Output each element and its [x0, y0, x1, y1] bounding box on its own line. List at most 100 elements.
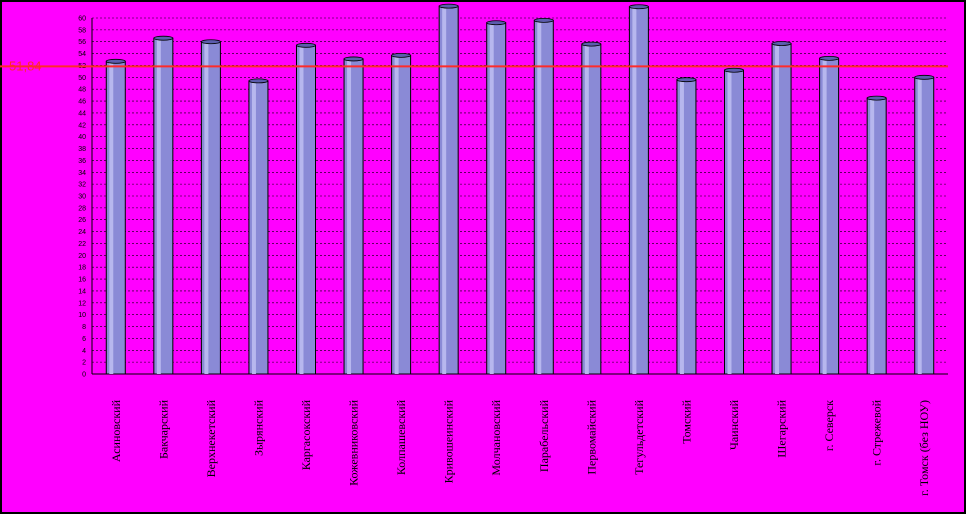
bar — [581, 41, 602, 375]
bar-highlight — [727, 71, 732, 375]
bar-body — [486, 22, 507, 375]
bar-body — [533, 19, 554, 375]
y-tick-label: 10 — [78, 312, 86, 319]
category-label: г. Стрежевой — [870, 399, 884, 465]
y-tick-label: 16 — [78, 277, 86, 284]
y-tick-label: 14 — [78, 288, 86, 295]
bar — [866, 95, 887, 375]
bar-highlight — [204, 42, 209, 374]
y-tick-label: 24 — [78, 229, 86, 236]
category-label: Бакчарский — [156, 399, 170, 459]
category-label: Первомайский — [584, 399, 598, 474]
y-tick-label: 2 — [82, 360, 86, 367]
bar — [628, 4, 649, 375]
bar-body — [581, 43, 602, 375]
bar-body — [866, 97, 887, 375]
y-tick-label: 42 — [78, 122, 86, 129]
bar — [533, 17, 554, 375]
bar-cap — [153, 35, 174, 41]
category-label: г. Северск — [822, 400, 836, 451]
bar-body — [343, 58, 364, 375]
bar-cap — [628, 4, 649, 10]
y-tick-label: 40 — [78, 134, 86, 141]
category-label: Шегарский — [775, 399, 789, 457]
category-label: Кожевниковский — [347, 399, 361, 485]
bar-body — [724, 69, 744, 375]
bar — [153, 35, 174, 375]
bar — [343, 56, 364, 375]
bar-highlight — [109, 62, 114, 375]
bar-body — [153, 37, 174, 375]
y-tick-label: 34 — [78, 170, 86, 177]
y-tick-label: 8 — [82, 324, 86, 331]
bar-body — [296, 44, 316, 375]
y-tick-label: 28 — [78, 205, 86, 212]
bar-cap — [105, 58, 126, 64]
y-tick-label: 12 — [78, 300, 86, 307]
reference-line-group: 51,84 — [0, 58, 948, 73]
y-tick-label: 44 — [78, 110, 86, 117]
bar-highlight — [489, 23, 494, 374]
category-label: Зырянский — [251, 399, 265, 456]
bar-body — [438, 5, 459, 375]
bar-cap — [343, 56, 364, 62]
bar-cap — [248, 78, 269, 84]
y-tick-label: 60 — [78, 16, 86, 23]
bar — [438, 3, 459, 375]
bar-highlight — [347, 59, 352, 374]
bar-highlight — [156, 39, 161, 374]
y-tick-label: 30 — [78, 194, 86, 201]
bar — [248, 78, 269, 375]
category-label: Чаинский — [727, 399, 741, 450]
bar-body — [819, 57, 840, 375]
bar — [296, 42, 316, 375]
y-tick-label: 54 — [78, 51, 86, 58]
y-tick-label: 32 — [78, 182, 86, 189]
y-tick-label: 22 — [78, 241, 86, 248]
bar-cap — [200, 39, 221, 45]
bar-body — [628, 6, 649, 375]
bar-body — [771, 43, 792, 375]
bar-cap — [581, 41, 602, 47]
category-label: Томский — [679, 399, 693, 443]
y-tick-label: 6 — [82, 336, 86, 343]
y-tick-label: 56 — [78, 39, 86, 46]
category-label: Верхнекетский — [204, 399, 218, 477]
bar-body — [105, 60, 126, 375]
bar — [391, 52, 412, 375]
bar-highlight — [442, 7, 447, 375]
bar-highlight — [251, 81, 256, 374]
category-label: Колпашевский — [394, 399, 408, 475]
bar — [724, 67, 744, 375]
bar-body — [676, 79, 697, 375]
bar-highlight — [584, 45, 589, 375]
bar-cap — [819, 55, 840, 61]
category-label: Молчановский — [489, 399, 503, 475]
bar-body — [200, 41, 221, 375]
bar — [771, 41, 792, 375]
y-tick-label: 4 — [82, 348, 86, 355]
category-label: Асиновский — [109, 399, 123, 462]
bar — [819, 55, 840, 375]
reference-line-label: 51,84 — [9, 58, 42, 73]
bar-cap — [438, 3, 459, 9]
bar-body — [248, 80, 269, 375]
bars — [105, 3, 935, 375]
bar-highlight — [299, 46, 304, 374]
bar-cap — [866, 95, 887, 101]
bar-highlight — [632, 7, 637, 375]
bar-body — [914, 76, 935, 375]
bar-highlight — [822, 59, 827, 374]
y-tick-label: 50 — [78, 75, 86, 82]
bar — [676, 77, 697, 375]
category-labels: Асиновский Бакчарский Верхнекетский Зырянск… — [109, 399, 931, 495]
gridlines — [91, 17, 948, 375]
bar — [914, 74, 935, 375]
y-tick-label: 0 — [82, 372, 86, 379]
bar — [105, 58, 126, 375]
bar-highlight — [394, 56, 399, 374]
y-tick-label: 38 — [78, 146, 86, 153]
category-label: Каргасокский — [299, 399, 313, 470]
